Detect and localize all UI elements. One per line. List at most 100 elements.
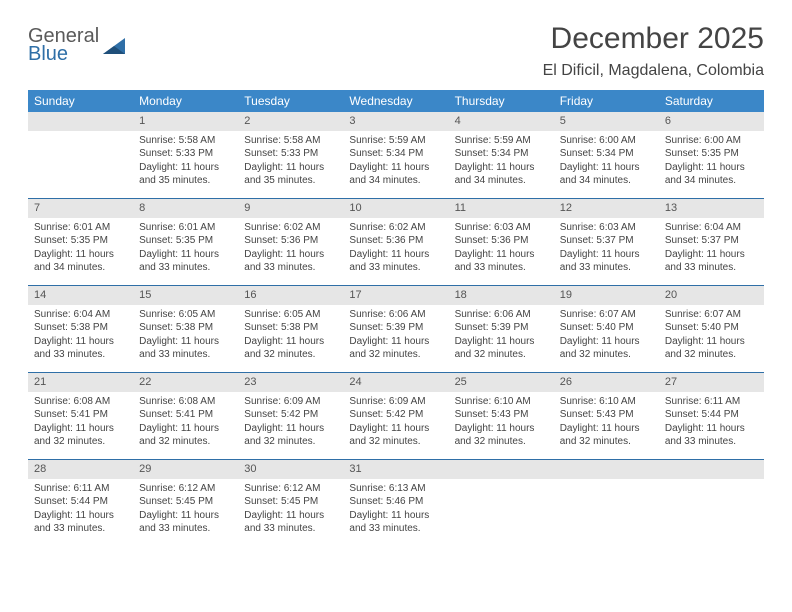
sunset-text: Sunset: 5:35 PM: [665, 147, 758, 161]
day-body: Sunrise: 6:11 AMSunset: 5:44 PMDaylight:…: [659, 392, 764, 455]
sunrise-text: Sunrise: 6:10 AM: [560, 395, 653, 409]
sunrise-text: Sunrise: 6:06 AM: [455, 308, 548, 322]
daylight-text: Daylight: 11 hours and 33 minutes.: [665, 248, 758, 275]
daylight-text: Daylight: 11 hours and 32 minutes.: [244, 422, 337, 449]
day-cell: 17Sunrise: 6:06 AMSunset: 5:39 PMDayligh…: [343, 286, 448, 372]
day-body: Sunrise: 6:03 AMSunset: 5:36 PMDaylight:…: [449, 218, 554, 281]
day-body: Sunrise: 6:02 AMSunset: 5:36 PMDaylight:…: [343, 218, 448, 281]
day-cell: 7Sunrise: 6:01 AMSunset: 5:35 PMDaylight…: [28, 199, 133, 285]
day-number: 4: [449, 112, 554, 131]
day-number: 22: [133, 373, 238, 392]
sunset-text: Sunset: 5:36 PM: [244, 234, 337, 248]
day-body: Sunrise: 6:01 AMSunset: 5:35 PMDaylight:…: [28, 218, 133, 281]
week-row: 7Sunrise: 6:01 AMSunset: 5:35 PMDaylight…: [28, 198, 764, 285]
sunrise-text: Sunrise: 6:05 AM: [244, 308, 337, 322]
daylight-text: Daylight: 11 hours and 32 minutes.: [560, 422, 653, 449]
day-cell: 19Sunrise: 6:07 AMSunset: 5:40 PMDayligh…: [554, 286, 659, 372]
day-body: Sunrise: 6:10 AMSunset: 5:43 PMDaylight:…: [554, 392, 659, 455]
sunrise-text: Sunrise: 6:02 AM: [349, 221, 442, 235]
day-cell: 10Sunrise: 6:02 AMSunset: 5:36 PMDayligh…: [343, 199, 448, 285]
day-number: 3: [343, 112, 448, 131]
weekday-header: Saturday: [659, 90, 764, 112]
daylight-text: Daylight: 11 hours and 33 minutes.: [244, 248, 337, 275]
page-header: General Blue December 2025 El Dificil, M…: [28, 22, 764, 80]
daylight-text: Daylight: 11 hours and 33 minutes.: [560, 248, 653, 275]
day-number: 13: [659, 199, 764, 218]
day-cell: 21Sunrise: 6:08 AMSunset: 5:41 PMDayligh…: [28, 373, 133, 459]
daylight-text: Daylight: 11 hours and 32 minutes.: [349, 422, 442, 449]
day-number: 30: [238, 460, 343, 479]
day-body: Sunrise: 6:09 AMSunset: 5:42 PMDaylight:…: [343, 392, 448, 455]
day-body: Sunrise: 6:00 AMSunset: 5:34 PMDaylight:…: [554, 131, 659, 194]
day-body: Sunrise: 5:58 AMSunset: 5:33 PMDaylight:…: [238, 131, 343, 194]
month-title: December 2025: [543, 22, 764, 56]
daylight-text: Daylight: 11 hours and 32 minutes.: [244, 335, 337, 362]
day-cell: 20Sunrise: 6:07 AMSunset: 5:40 PMDayligh…: [659, 286, 764, 372]
sunrise-text: Sunrise: 5:59 AM: [349, 134, 442, 148]
day-cell: 11Sunrise: 6:03 AMSunset: 5:36 PMDayligh…: [449, 199, 554, 285]
sunrise-text: Sunrise: 6:03 AM: [560, 221, 653, 235]
calendar-grid: Sunday Monday Tuesday Wednesday Thursday…: [28, 90, 764, 546]
day-number: 2: [238, 112, 343, 131]
sunset-text: Sunset: 5:45 PM: [139, 495, 232, 509]
sunset-text: Sunset: 5:42 PM: [349, 408, 442, 422]
sunrise-text: Sunrise: 6:12 AM: [139, 482, 232, 496]
sunset-text: Sunset: 5:44 PM: [665, 408, 758, 422]
daylight-text: Daylight: 11 hours and 34 minutes.: [665, 161, 758, 188]
sunrise-text: Sunrise: 6:06 AM: [349, 308, 442, 322]
day-cell: 9Sunrise: 6:02 AMSunset: 5:36 PMDaylight…: [238, 199, 343, 285]
day-body: Sunrise: 6:03 AMSunset: 5:37 PMDaylight:…: [554, 218, 659, 281]
calendar-page: General Blue December 2025 El Dificil, M…: [0, 0, 792, 566]
day-cell: [659, 460, 764, 546]
day-cell: 13Sunrise: 6:04 AMSunset: 5:37 PMDayligh…: [659, 199, 764, 285]
sunset-text: Sunset: 5:34 PM: [560, 147, 653, 161]
daylight-text: Daylight: 11 hours and 32 minutes.: [455, 422, 548, 449]
weekday-header: Sunday: [28, 90, 133, 112]
sunset-text: Sunset: 5:34 PM: [349, 147, 442, 161]
day-cell: 28Sunrise: 6:11 AMSunset: 5:44 PMDayligh…: [28, 460, 133, 546]
daylight-text: Daylight: 11 hours and 32 minutes.: [455, 335, 548, 362]
sunrise-text: Sunrise: 6:08 AM: [34, 395, 127, 409]
logo-word-2: Blue: [28, 44, 99, 64]
weekday-header: Monday: [133, 90, 238, 112]
day-body: Sunrise: 5:58 AMSunset: 5:33 PMDaylight:…: [133, 131, 238, 194]
sunrise-text: Sunrise: 6:11 AM: [34, 482, 127, 496]
day-number: 18: [449, 286, 554, 305]
day-number: 15: [133, 286, 238, 305]
day-number: 26: [554, 373, 659, 392]
sunset-text: Sunset: 5:41 PM: [34, 408, 127, 422]
sunset-text: Sunset: 5:33 PM: [139, 147, 232, 161]
daylight-text: Daylight: 11 hours and 33 minutes.: [455, 248, 548, 275]
day-cell: [449, 460, 554, 546]
day-cell: 30Sunrise: 6:12 AMSunset: 5:45 PMDayligh…: [238, 460, 343, 546]
day-body: Sunrise: 6:06 AMSunset: 5:39 PMDaylight:…: [343, 305, 448, 368]
sunset-text: Sunset: 5:42 PM: [244, 408, 337, 422]
sunset-text: Sunset: 5:40 PM: [560, 321, 653, 335]
day-cell: 15Sunrise: 6:05 AMSunset: 5:38 PMDayligh…: [133, 286, 238, 372]
day-cell: 31Sunrise: 6:13 AMSunset: 5:46 PMDayligh…: [343, 460, 448, 546]
day-cell: 3Sunrise: 5:59 AMSunset: 5:34 PMDaylight…: [343, 112, 448, 198]
day-number: 24: [343, 373, 448, 392]
logo-text: General Blue: [28, 26, 99, 64]
weekday-header: Wednesday: [343, 90, 448, 112]
day-body: Sunrise: 6:04 AMSunset: 5:38 PMDaylight:…: [28, 305, 133, 368]
week-row: 28Sunrise: 6:11 AMSunset: 5:44 PMDayligh…: [28, 459, 764, 546]
daylight-text: Daylight: 11 hours and 34 minutes.: [455, 161, 548, 188]
sunset-text: Sunset: 5:40 PM: [665, 321, 758, 335]
day-cell: 8Sunrise: 6:01 AMSunset: 5:35 PMDaylight…: [133, 199, 238, 285]
sunrise-text: Sunrise: 6:01 AM: [139, 221, 232, 235]
day-number: 16: [238, 286, 343, 305]
sunset-text: Sunset: 5:38 PM: [34, 321, 127, 335]
daylight-text: Daylight: 11 hours and 33 minutes.: [34, 335, 127, 362]
week-row: 14Sunrise: 6:04 AMSunset: 5:38 PMDayligh…: [28, 285, 764, 372]
day-cell: 16Sunrise: 6:05 AMSunset: 5:38 PMDayligh…: [238, 286, 343, 372]
sunset-text: Sunset: 5:45 PM: [244, 495, 337, 509]
sunset-text: Sunset: 5:39 PM: [455, 321, 548, 335]
daylight-text: Daylight: 11 hours and 35 minutes.: [139, 161, 232, 188]
day-cell: 23Sunrise: 6:09 AMSunset: 5:42 PMDayligh…: [238, 373, 343, 459]
day-cell: 24Sunrise: 6:09 AMSunset: 5:42 PMDayligh…: [343, 373, 448, 459]
sunrise-text: Sunrise: 6:04 AM: [34, 308, 127, 322]
day-body: Sunrise: 6:08 AMSunset: 5:41 PMDaylight:…: [28, 392, 133, 455]
day-body: Sunrise: 6:05 AMSunset: 5:38 PMDaylight:…: [238, 305, 343, 368]
day-number: 9: [238, 199, 343, 218]
